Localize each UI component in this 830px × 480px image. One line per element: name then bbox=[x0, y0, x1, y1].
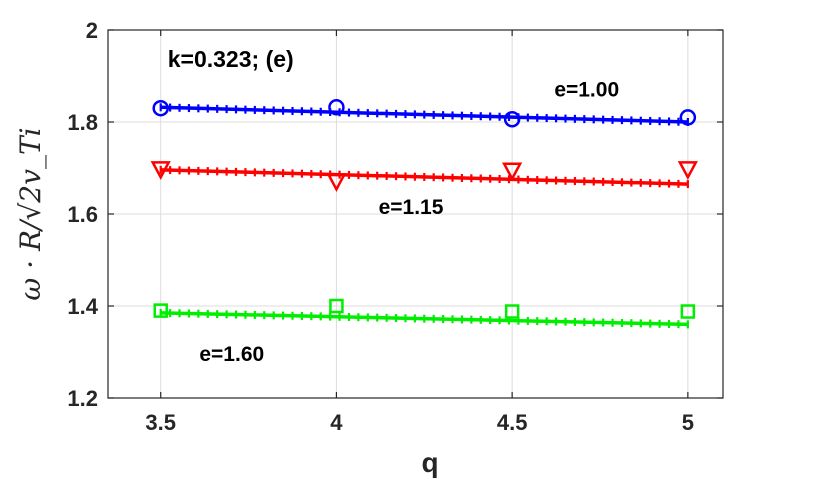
data-point bbox=[503, 110, 521, 128]
y-tick-label: 1.8 bbox=[67, 110, 98, 135]
x-tick-label: 4.5 bbox=[497, 410, 528, 435]
x-tick-label: 5 bbox=[682, 410, 694, 435]
data-point bbox=[152, 99, 169, 117]
x-tick-label: 4 bbox=[330, 410, 343, 435]
data-point bbox=[326, 173, 347, 192]
y-tick-label: 1.6 bbox=[67, 202, 98, 227]
x-axis-title: q bbox=[421, 447, 438, 478]
data-point bbox=[679, 109, 697, 126]
series-label: e=1.60 bbox=[199, 343, 264, 366]
data-point bbox=[680, 304, 696, 319]
data-point bbox=[329, 298, 344, 314]
fit-lines bbox=[159, 103, 689, 329]
data-point bbox=[502, 162, 523, 182]
y-tick-label: 1.4 bbox=[67, 294, 98, 319]
data-point bbox=[150, 161, 171, 181]
data-point bbox=[677, 161, 698, 181]
data-point bbox=[153, 303, 168, 318]
annotations: k=0.323; (e) e=1.00 e=1.15 e=1.60 bbox=[168, 46, 619, 366]
y-axis-title: ω · R/√2v_Ti bbox=[14, 127, 47, 300]
data-markers bbox=[150, 99, 698, 319]
data-point bbox=[328, 99, 345, 116]
tick-labels: 3.5 4 4.5 5 1.2 1.4 1.6 1.8 2 bbox=[67, 18, 694, 435]
fit-line-e=1.15 bbox=[159, 165, 689, 189]
y-tick-label: 1.2 bbox=[67, 386, 98, 411]
series-label: e=1.00 bbox=[554, 79, 619, 102]
y-tick-label: 2 bbox=[86, 18, 98, 43]
fit-line-e=1.00 bbox=[159, 103, 689, 126]
x-tick-label: 3.5 bbox=[145, 410, 176, 435]
ticks bbox=[108, 29, 723, 399]
panel-annotation: k=0.323; (e) bbox=[168, 46, 294, 72]
fit-line-e=1.60 bbox=[159, 308, 689, 329]
series-label: e=1.15 bbox=[379, 196, 444, 219]
data-point bbox=[504, 304, 520, 319]
